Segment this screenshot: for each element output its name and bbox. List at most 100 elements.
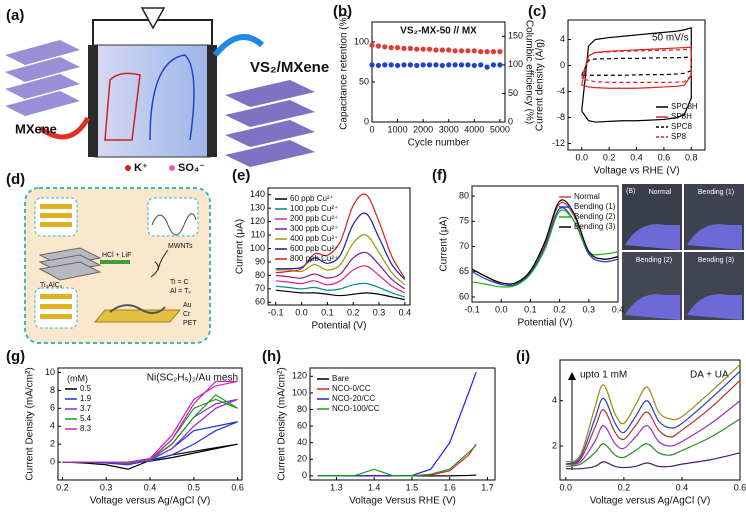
x-axis-label: Potential (V) (517, 318, 572, 329)
legend-label: 800 ppb Cu²⁺ (290, 254, 338, 263)
ion-label: K⁺ (134, 162, 148, 174)
cv-sketch (104, 72, 141, 141)
chart-title: VS₂-MX-50 // MX (400, 26, 477, 37)
vs2-mxene-stack (225, 80, 315, 167)
panel-label: (i) (516, 348, 530, 365)
legend-label: SPC8H (671, 102, 698, 111)
x-axis-label: Voltage vs RHE (V) (593, 166, 679, 177)
data-point (375, 62, 381, 69)
x-tick-label: 0.6 (734, 482, 746, 492)
anion-dot (169, 165, 175, 171)
x-tick-label: 0.4 (144, 482, 157, 492)
data-line (581, 48, 692, 83)
x-tick-label: 0.4 (676, 482, 689, 492)
y-tick-label: 0 (302, 470, 307, 480)
data-line (581, 56, 692, 76)
data-point (446, 47, 452, 53)
legend-label: 3.7 (80, 404, 92, 413)
x-axis-label: Voltage versus Ag/AgCl (V) (90, 496, 211, 507)
x-axis-label: Cycle number (408, 138, 470, 149)
chart: 1.3 1.4 1.5 1.6 1.7 0 20 40 60 80 100 120 Voltage Ve… (277, 367, 496, 507)
photo-label: Bending (3) (698, 257, 734, 264)
panel-label: (g) (6, 348, 25, 365)
legend-label: Bending (1) (574, 202, 616, 211)
y-tick-label: 8 (50, 385, 55, 395)
panel-label: (b) (333, 3, 352, 20)
y-axis-label: Capacitance retention (%) (339, 14, 350, 130)
data-point (471, 62, 477, 69)
panel-label: (d) (6, 171, 25, 188)
data-point (497, 62, 503, 68)
y-tick-label: -4 (557, 86, 565, 96)
x-tick-label: 0.4 (399, 307, 412, 317)
y-tick-label: 130 (250, 203, 265, 213)
x-tick-label: 0.3 (583, 304, 596, 314)
electrode (88, 45, 98, 157)
data-point (465, 62, 471, 68)
chart: 0.0 0.2 0.4 0.6 0.8 -12 -8 -4 0 4 Voltage vs RHE (… (535, 19, 706, 177)
data-line (565, 364, 741, 463)
data-line (275, 265, 406, 294)
y-tick-label: 4 (560, 34, 565, 44)
layer-stack (40, 294, 72, 319)
schematic-label: MWNTs (168, 243, 193, 250)
arrow (38, 116, 91, 140)
y2-tick-label: 0 (508, 116, 513, 126)
legend-label: 8.3 (80, 424, 92, 433)
y-tick-label: 65 (459, 266, 469, 276)
x-tick-label: 0.3 (100, 482, 113, 492)
data-point (420, 62, 426, 68)
chart: 0.2 0.3 0.4 0.5 0.6 0 2 4 6 8 10 Voltage versus Ag/… (25, 367, 244, 507)
y-tick-label: 0 (364, 116, 369, 126)
y-tick-label: 140 (250, 189, 265, 199)
y-tick-label: 100 (250, 243, 265, 253)
data-point (369, 62, 375, 68)
legend-label: 1.9 (80, 394, 92, 403)
x-tick-label: 5000 (490, 124, 510, 134)
data-point (369, 42, 375, 48)
data-point (414, 62, 420, 69)
x-tick-label: 1.3 (330, 482, 343, 492)
schematic-label: VS₂/MXene (250, 59, 329, 76)
y-axis-label: Current (μA) (235, 219, 246, 274)
schematic-label: Ti = C (170, 279, 189, 286)
data-line (471, 199, 619, 285)
data-point (452, 48, 458, 54)
photo-label: Bending (1) (698, 189, 734, 196)
x-tick-label: 0.2 (56, 482, 69, 492)
y-tick-label: 50 (359, 76, 369, 86)
y-tick-label: 100 (354, 36, 369, 46)
x-tick-label: 0.4 (612, 304, 625, 314)
y-tick-label: 120 (292, 371, 307, 381)
cv-sketch (149, 54, 195, 141)
data-line (565, 452, 741, 470)
data-line (275, 251, 406, 290)
legend-label: 200 ppb Cu²⁺ (290, 214, 338, 223)
x-axis-label: Potential (V) (311, 321, 366, 332)
photo-tag: (B) (626, 188, 635, 195)
y-tick-label: 120 (250, 216, 265, 226)
legend-label: 0.5 (80, 384, 92, 393)
x-tick-label: 0.8 (685, 152, 698, 162)
data-point (401, 62, 407, 68)
y-tick-label: 4 (50, 421, 55, 431)
x-tick-label: 0.4 (630, 152, 643, 162)
y-tick-label: 70 (459, 241, 469, 251)
data-point (484, 49, 490, 55)
data-point (407, 45, 413, 52)
y-axis-label: Current Density (mA/cm²) (25, 367, 36, 480)
data-point (375, 43, 381, 49)
photo-label: Normal (649, 189, 672, 196)
arrow-head (568, 372, 576, 380)
schematic-a: MXene VS₂/MXene K⁺ SO₄⁻ (5, 7, 329, 174)
data-line (471, 209, 619, 288)
data-point (407, 62, 413, 68)
legend-label: NCO-0/CC (332, 384, 371, 393)
legend-label: 100 ppb Cu²⁺ (290, 204, 338, 213)
schematic-label: Au (183, 302, 192, 309)
chart-title: Ni(SC₂H₅)₂/Au mesh (147, 373, 238, 384)
data-point (433, 47, 439, 53)
panel-label: (a) (6, 7, 24, 24)
x-tick-label: 0.0 (495, 304, 508, 314)
